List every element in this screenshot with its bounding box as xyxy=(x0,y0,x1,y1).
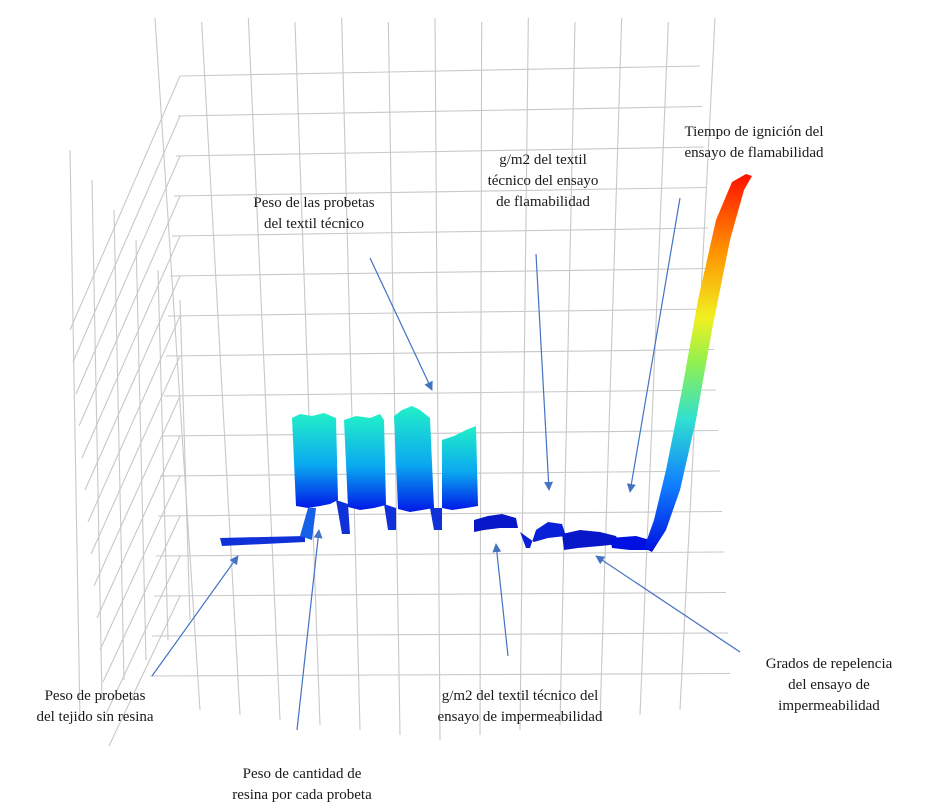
grid-vertical-line xyxy=(599,17,623,721)
grid-side-line xyxy=(84,275,181,491)
arrow-peso-resina xyxy=(296,529,323,731)
grid-horizontal-line xyxy=(169,267,711,277)
grid-horizontal-line xyxy=(153,591,727,597)
grid-side-line xyxy=(105,555,181,715)
grid-side-vertical-line xyxy=(157,269,169,641)
label-peso-probetas-textil: Peso de las probetas del textil técnico xyxy=(253,195,375,232)
surface-baseline-segment xyxy=(220,536,305,546)
arrow-peso-probetas-sin-resina xyxy=(151,555,239,677)
surface-dip-1 xyxy=(336,500,350,534)
arrow-gm2-flamabilidad xyxy=(535,253,554,491)
grid-side-vertical-line xyxy=(91,179,103,701)
grid-vertical-line xyxy=(479,21,483,736)
grid-horizontal-line xyxy=(163,389,717,397)
surface-bar-2 xyxy=(344,414,386,510)
grid-vertical-line xyxy=(294,21,321,726)
grid-horizontal-line xyxy=(151,632,729,637)
surface-bar-1 xyxy=(292,413,338,508)
grid-side-vertical-line xyxy=(179,299,191,621)
label-gm2-flamabilidad: g/m2 del textil técnico del ensayo de flam… xyxy=(487,152,599,210)
grid-horizontal-line xyxy=(173,186,707,197)
surface-dip-2 xyxy=(384,504,396,530)
grid-side-line xyxy=(108,595,181,747)
surface-bar-4 xyxy=(442,426,478,510)
3d-grid xyxy=(69,17,731,747)
grid-horizontal-line xyxy=(171,227,709,237)
grid-horizontal-line xyxy=(159,470,721,477)
label-peso-resina: Peso de cantidad de resina por cada probe… xyxy=(232,766,372,803)
grid-vertical-line xyxy=(387,21,401,736)
grid-horizontal-line xyxy=(155,551,725,557)
grid-side-line xyxy=(81,235,181,459)
surface-riser xyxy=(300,508,316,540)
grid-vertical-line xyxy=(639,21,669,716)
label-tiempo-ignicion: Tiempo de ignición del ensayo de flamabil… xyxy=(684,124,824,161)
grid-vertical-line xyxy=(519,17,529,731)
surface-ribbon-2 xyxy=(520,522,566,548)
grid-side-vertical-line xyxy=(113,209,125,681)
grid-side-line xyxy=(72,115,181,363)
surface-spike xyxy=(644,174,752,552)
grid-horizontal-line xyxy=(179,65,701,77)
grid-side-line xyxy=(75,155,181,395)
grid-side-vertical-line xyxy=(135,239,147,661)
grid-horizontal-line xyxy=(161,429,719,437)
arrow-peso-probetas-textil xyxy=(369,257,433,391)
data-surface xyxy=(220,174,752,552)
grid-vertical-line xyxy=(341,17,361,731)
surface-ribbon-1 xyxy=(474,514,518,532)
grid-horizontal-line xyxy=(167,308,713,317)
grid-vertical-line xyxy=(154,17,201,711)
grid-side-line xyxy=(99,475,181,651)
label-gm2-impermeabilidad: g/m2 del textil técnico del ensayo de imp… xyxy=(437,688,603,725)
label-grados-repelencia: Grados de repelencia del ensayo de imperme… xyxy=(765,656,893,714)
arrow-tiempo-ignicion xyxy=(626,197,681,493)
grid-side-line xyxy=(93,395,181,587)
grid-horizontal-line xyxy=(175,146,705,157)
grid-vertical-line xyxy=(559,21,576,726)
surface-ribbon-4 xyxy=(610,536,652,550)
grid-side-line xyxy=(69,75,181,331)
grid-vertical-line xyxy=(434,17,441,741)
grid-side-line xyxy=(102,515,181,683)
arrow-gm2-impermeabilidad xyxy=(492,543,509,657)
grid-horizontal-line xyxy=(165,348,715,357)
annotation-arrows xyxy=(151,197,741,731)
grid-vertical-line xyxy=(247,17,281,721)
surface-bar-3 xyxy=(394,406,434,512)
grid-side-line xyxy=(90,355,181,555)
arrow-grados-repelencia xyxy=(595,555,741,653)
grid-horizontal-line xyxy=(177,105,703,117)
grid-side-line xyxy=(96,435,181,619)
grid-vertical-line xyxy=(201,21,241,716)
grid-side-line xyxy=(87,315,181,523)
surface-dip-3 xyxy=(430,508,442,530)
grid-horizontal-line xyxy=(149,672,731,677)
label-peso-probetas-sin-resina: Peso de probetas del tejido sin resina xyxy=(36,688,154,725)
grid-side-vertical-line xyxy=(69,149,81,721)
surface-ribbon-3 xyxy=(562,530,620,550)
